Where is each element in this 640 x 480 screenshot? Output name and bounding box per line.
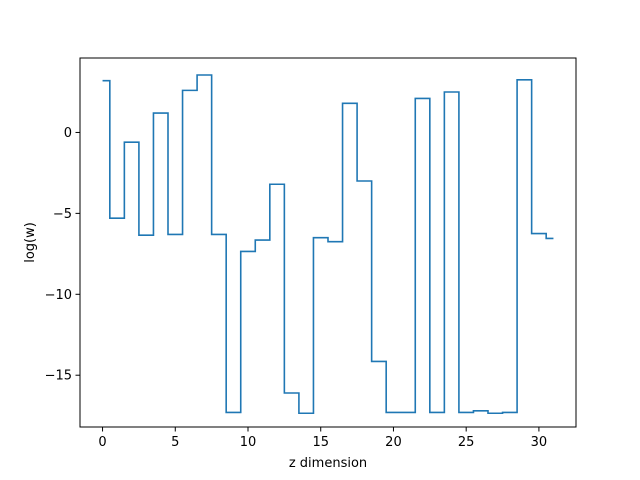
x-tick-label: 15 — [312, 435, 329, 450]
x-tick-label: 10 — [240, 435, 257, 450]
series-line — [102, 74, 554, 415]
plot-area — [102, 74, 554, 415]
x-tick-label: 20 — [385, 435, 402, 450]
y-axis-ticks: −15 −10 −5 0 — [45, 126, 80, 384]
x-axis-ticks: 0 5 10 15 20 25 30 — [98, 427, 547, 450]
y-tick-label: −10 — [45, 288, 72, 303]
x-tick-label: 30 — [531, 435, 548, 450]
axes-frame — [79, 57, 577, 428]
x-tick-label: 5 — [171, 435, 179, 450]
y-tick-label: −5 — [53, 207, 72, 222]
x-axis-label: z dimension — [289, 456, 367, 471]
y-tick-label: −15 — [45, 369, 72, 384]
x-tick-label: 0 — [98, 435, 106, 450]
y-tick-label: 0 — [64, 126, 72, 141]
y-axis-label: log(w) — [23, 222, 38, 263]
x-tick-label: 25 — [458, 435, 475, 450]
